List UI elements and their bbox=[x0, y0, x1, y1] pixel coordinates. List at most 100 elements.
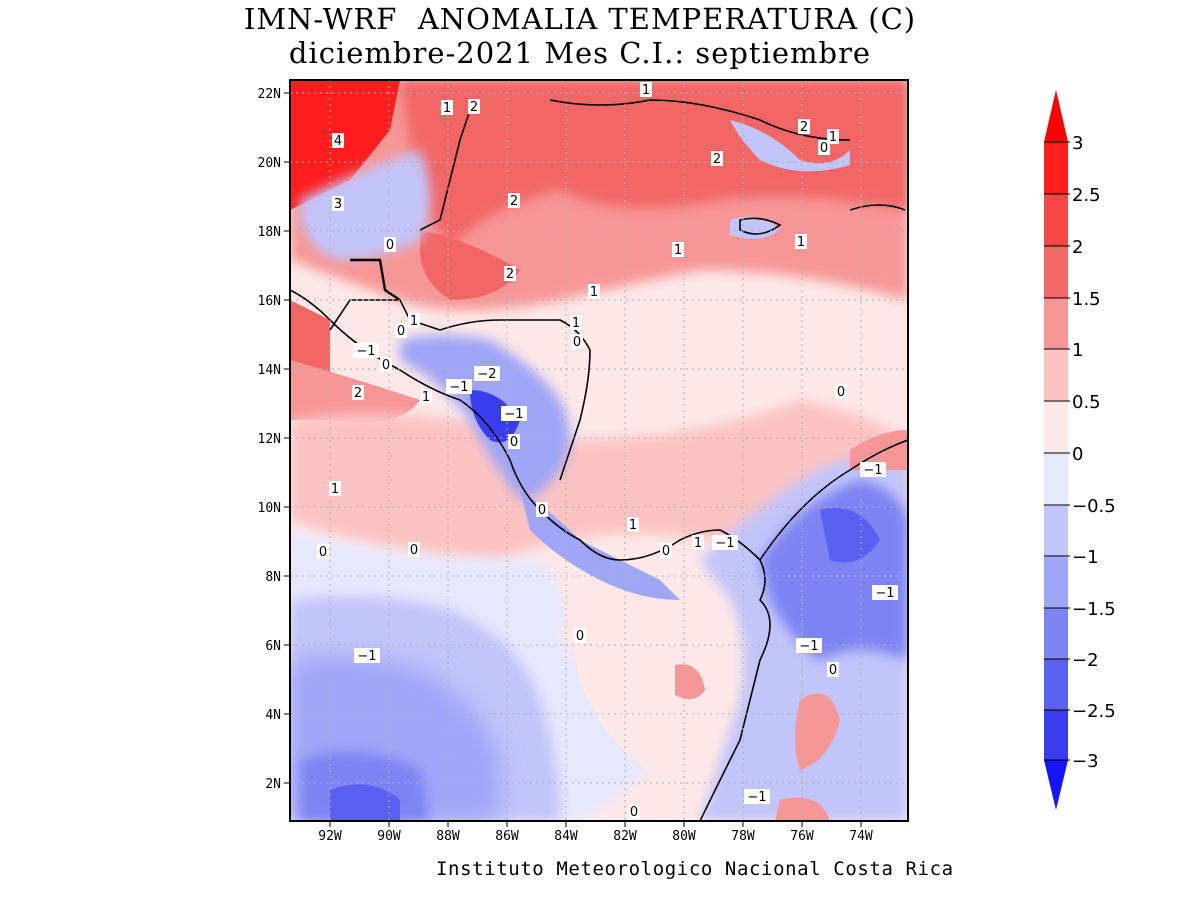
colorbar-label: 0.5 bbox=[1072, 392, 1101, 413]
lat-tick-label: 20N bbox=[258, 156, 281, 171]
colorbar-segment bbox=[1044, 298, 1068, 349]
contour-label: 0 bbox=[571, 334, 583, 350]
contour-label: 2 bbox=[352, 385, 364, 401]
lat-tick-label: 16N bbox=[258, 294, 281, 309]
svg-text:0: 0 bbox=[397, 324, 405, 339]
colorbar-label: 3 bbox=[1072, 133, 1083, 154]
colorbar-under-triangle bbox=[1044, 760, 1068, 810]
lat-axis: 22N 20N 18N 16N 14N 12N 10N 8N 6N 4N 2N bbox=[258, 87, 290, 792]
lon-tick-label: 76W bbox=[790, 829, 814, 844]
svg-text:0: 0 bbox=[820, 141, 828, 156]
colorbar-segment bbox=[1044, 142, 1068, 194]
lon-tick-label: 82W bbox=[613, 829, 637, 844]
colorbar-label: −2.5 bbox=[1072, 701, 1116, 722]
svg-text:2: 2 bbox=[510, 194, 518, 209]
lon-tick-label: 92W bbox=[318, 829, 342, 844]
contour-label: 2 bbox=[468, 99, 480, 115]
svg-text:0: 0 bbox=[538, 503, 546, 518]
colorbar-label: 1.5 bbox=[1072, 289, 1101, 310]
temperature-field bbox=[290, 80, 908, 821]
contour-label: −1 bbox=[744, 789, 770, 805]
svg-text:1: 1 bbox=[410, 314, 418, 329]
colorbar-label: 2.5 bbox=[1072, 185, 1101, 206]
gridlines bbox=[290, 80, 908, 821]
svg-text:−1: −1 bbox=[863, 463, 882, 478]
svg-text:1: 1 bbox=[674, 243, 682, 258]
svg-text:1: 1 bbox=[572, 316, 580, 331]
contour-label: 1 bbox=[672, 242, 684, 258]
colorbar-label: 2 bbox=[1072, 237, 1083, 258]
svg-text:0: 0 bbox=[510, 435, 518, 450]
svg-text:1: 1 bbox=[829, 130, 837, 145]
lon-tick-label: 80W bbox=[672, 829, 696, 844]
colorbar-segment bbox=[1044, 194, 1068, 246]
contour-label: −2 bbox=[474, 366, 500, 382]
lon-tick-label: 78W bbox=[731, 829, 755, 844]
contour-label: 1 bbox=[588, 284, 600, 300]
contour-label: 1 bbox=[692, 535, 704, 551]
contour-label: 0 bbox=[536, 502, 548, 518]
svg-text:1: 1 bbox=[629, 518, 637, 533]
colorbar-label: −0.5 bbox=[1072, 496, 1116, 517]
colorbar-label: −1.5 bbox=[1072, 599, 1116, 620]
contour-label: 0 bbox=[317, 544, 329, 560]
contour-label: −1 bbox=[872, 585, 898, 601]
contour-label: 0 bbox=[395, 323, 407, 339]
colorbar-label: 1 bbox=[1072, 340, 1083, 361]
lon-axis: 92W 90W 88W 86W 84W 82W 80W 78W 76W 74W bbox=[318, 821, 873, 844]
colorbar-segment bbox=[1044, 505, 1068, 556]
contour-label: 2 bbox=[504, 266, 516, 282]
contour-label: 1 bbox=[441, 100, 453, 116]
contour-label: 2 bbox=[798, 119, 810, 135]
colorbar-segment bbox=[1044, 659, 1068, 710]
svg-text:3: 3 bbox=[334, 197, 342, 212]
contour-labels: 4 3 2 1 2 2 2 2 1 1 1 0 1 0 1 0 −1 0 2 1… bbox=[317, 82, 898, 820]
lat-tick-label: 6N bbox=[265, 639, 281, 654]
contour-label: −1 bbox=[860, 462, 886, 478]
svg-text:1: 1 bbox=[590, 285, 598, 300]
svg-text:0: 0 bbox=[576, 629, 584, 644]
colorbar-label: 0 bbox=[1072, 444, 1083, 465]
colorbar-label: −3 bbox=[1072, 751, 1099, 772]
svg-text:−1: −1 bbox=[875, 586, 894, 601]
contour-label: 1 bbox=[329, 481, 341, 497]
contour-label: 0 bbox=[408, 542, 420, 558]
plot-frame bbox=[289, 79, 909, 822]
svg-text:−1: −1 bbox=[357, 649, 376, 664]
svg-text:−1: −1 bbox=[504, 407, 523, 422]
contour-label: 0 bbox=[380, 357, 392, 373]
svg-text:2: 2 bbox=[354, 386, 362, 401]
lat-tick-label: 10N bbox=[258, 501, 281, 516]
colorbar-segment bbox=[1044, 401, 1068, 453]
svg-text:1: 1 bbox=[694, 536, 702, 551]
svg-text:−1: −1 bbox=[747, 790, 766, 805]
svg-text:1: 1 bbox=[642, 83, 650, 98]
svg-text:−1: −1 bbox=[449, 380, 468, 395]
contour-label: −1 bbox=[354, 648, 380, 664]
svg-text:1: 1 bbox=[331, 482, 339, 497]
lat-tick-label: 8N bbox=[265, 570, 281, 585]
contour-label: −1 bbox=[446, 379, 472, 395]
svg-text:2: 2 bbox=[506, 267, 514, 282]
colorbar: 3 2.5 2 1.5 1 0.5 0 −0.5 −1 −1.5 −2 −2.5… bbox=[1044, 90, 1116, 810]
svg-text:−1: −1 bbox=[715, 536, 734, 551]
svg-text:1: 1 bbox=[443, 101, 451, 116]
contour-label: −1 bbox=[712, 535, 738, 551]
svg-text:0: 0 bbox=[319, 545, 327, 560]
svg-text:0: 0 bbox=[573, 335, 581, 350]
lon-tick-label: 84W bbox=[554, 829, 578, 844]
colorbar-segment bbox=[1044, 453, 1068, 505]
colorbar-over-triangle bbox=[1044, 90, 1068, 142]
contour-label: 0 bbox=[574, 628, 586, 644]
contour-label: −1 bbox=[501, 406, 527, 422]
contour-label: 0 bbox=[628, 804, 640, 820]
lat-tick-label: 18N bbox=[258, 225, 281, 240]
contour-label: 1 bbox=[795, 234, 807, 250]
svg-text:−2: −2 bbox=[477, 367, 496, 382]
svg-text:1: 1 bbox=[797, 235, 805, 250]
lon-tick-label: 88W bbox=[436, 829, 460, 844]
contour-label: 3 bbox=[332, 196, 344, 212]
contour-label: −1 bbox=[353, 343, 379, 359]
contour-label: 1 bbox=[570, 315, 582, 331]
svg-text:0: 0 bbox=[382, 358, 390, 373]
